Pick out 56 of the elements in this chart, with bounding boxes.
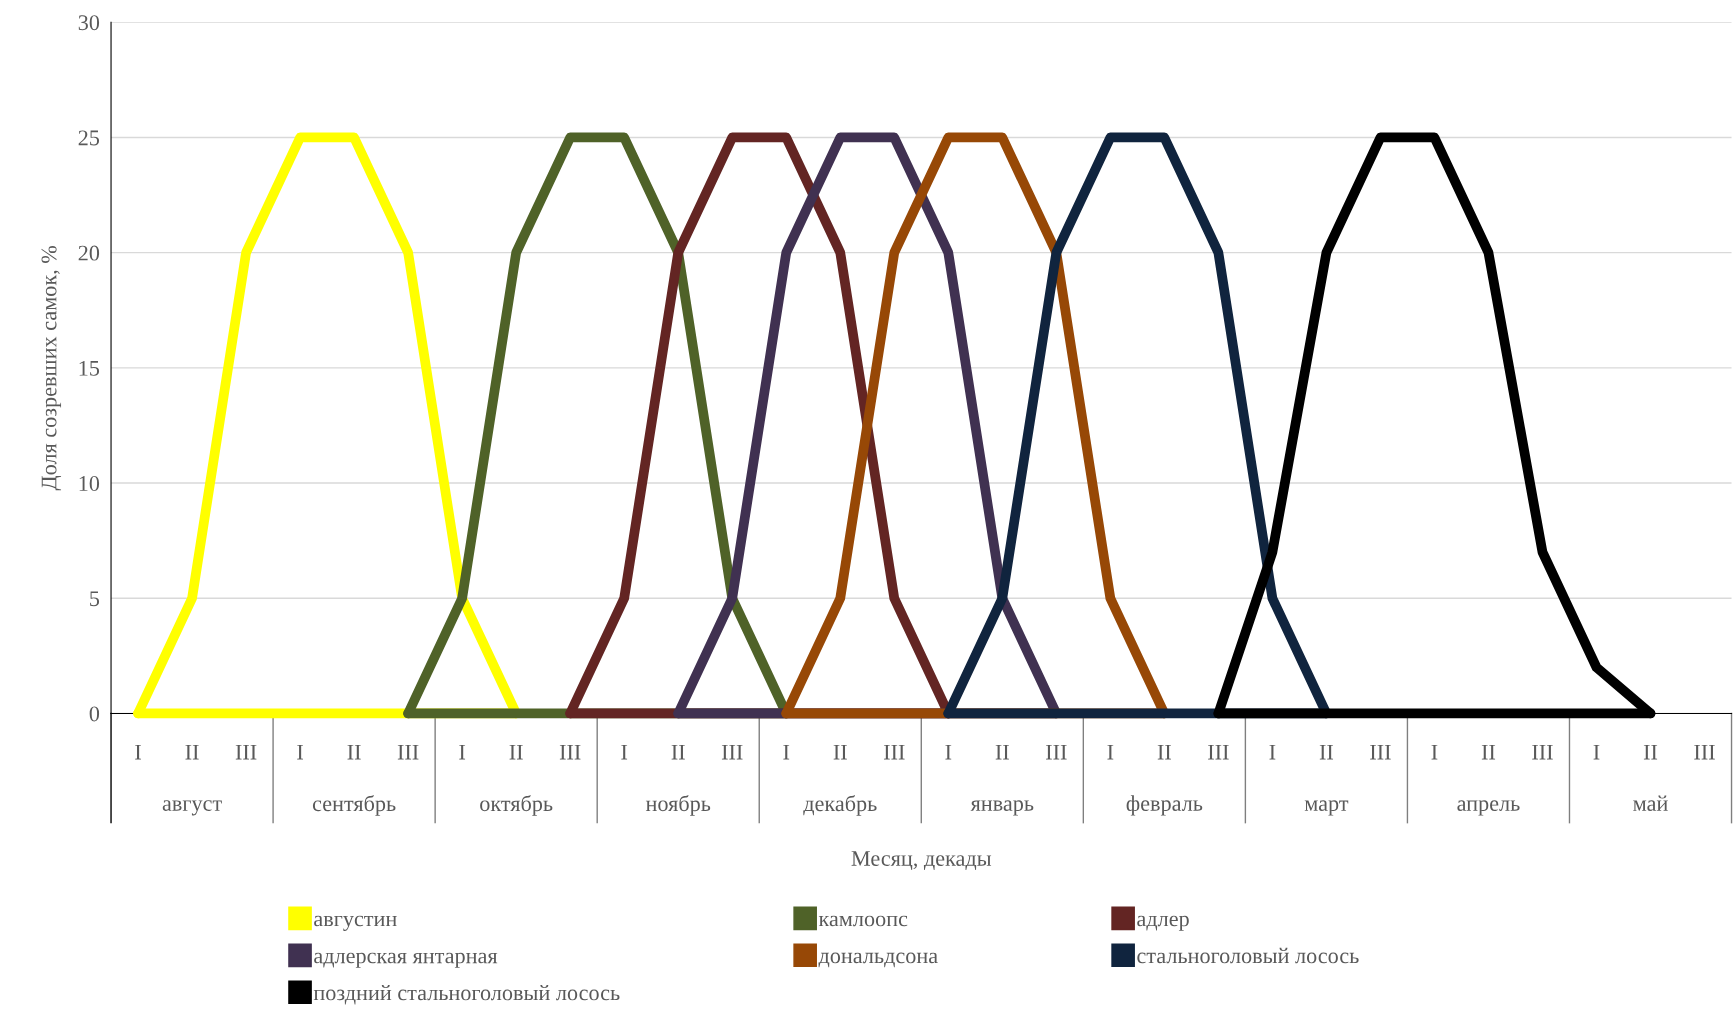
x-tick-label: I (783, 744, 790, 760)
x-tick-label: II (185, 744, 199, 760)
text: май (1633, 795, 1668, 811)
x-tick-label: III (1370, 744, 1391, 760)
legend-label: адлер (1137, 915, 1189, 931)
x-tick-label: I (1593, 744, 1600, 760)
text: март (1304, 800, 1349, 816)
x-tick-label: III (235, 744, 257, 760)
y-tick-label: 5 (90, 591, 100, 607)
y-axis-title: Доля созревших самок, % (41, 245, 62, 491)
x-tick-label: III (1694, 744, 1715, 760)
y-tick-label: 0 (89, 706, 100, 722)
text: январь (970, 800, 1034, 816)
legend-label: стальноголовый лосось (1137, 947, 1359, 964)
x-tick-label: I (1107, 744, 1114, 760)
x-tick-label: II (347, 744, 361, 760)
text: ноябрь (645, 795, 711, 816)
x-tick-label: II (671, 744, 685, 760)
x-tick-label: I (297, 744, 304, 760)
text: февраль (1126, 795, 1203, 816)
text: декабрь (803, 795, 877, 816)
x-tick-label: I (621, 744, 628, 760)
x-tick-label: III (559, 744, 581, 760)
x-tick-label: III (397, 744, 419, 760)
x-tick-label: II (1481, 744, 1496, 760)
x-tick-label: II (995, 744, 1009, 760)
x-tick-label: II (509, 744, 523, 760)
x-tick-label: II (1319, 744, 1334, 760)
x-tick-label: I (135, 744, 141, 760)
y-tick-label: 15 (79, 360, 100, 376)
text: сентябрь (312, 795, 396, 816)
y-tick-label: 30 (78, 15, 100, 31)
legend-label: августин (314, 915, 397, 931)
legend-label: адлерская янтарная (314, 952, 498, 968)
x-tick-label: I (459, 744, 466, 760)
x-tick-label: I (1431, 744, 1438, 760)
x-tick-label: III (1532, 744, 1553, 760)
x-tick-label: III (721, 744, 743, 760)
x-tick-label: III (883, 744, 905, 760)
x-tick-label: II (1157, 744, 1171, 760)
text: август (162, 800, 222, 816)
x-tick-label: III (1208, 744, 1229, 760)
x-tick-label: III (1046, 744, 1067, 760)
legend-label: дональдсона (818, 952, 938, 968)
x-tick-label: II (833, 744, 847, 760)
y-tick-label: 20 (78, 245, 100, 261)
x-tick-label: I (945, 744, 952, 760)
x-tick-label: I (1269, 744, 1276, 760)
x-axis-title: Месяц, декады (851, 851, 992, 870)
y-tick-label: 25 (78, 130, 100, 146)
legend-label: поздний стальноголовый лосось (313, 984, 620, 1005)
y-tick-label: 10 (79, 475, 100, 491)
legend-label: камлоопс (818, 915, 908, 927)
x-tick-label: II (1643, 744, 1658, 760)
text: апрель (1457, 800, 1520, 816)
text: октябрь (480, 795, 553, 816)
